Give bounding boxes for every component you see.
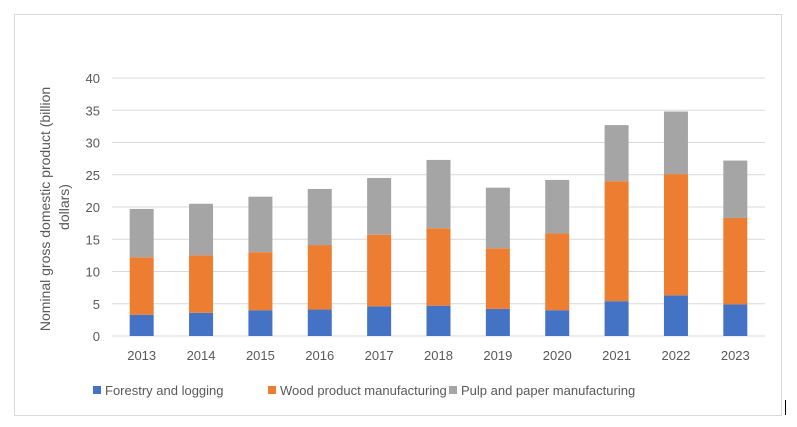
- x-tick-label: 2019: [483, 348, 512, 363]
- bar-wood-product-manufacturing-2013: [129, 257, 154, 315]
- x-tick-label: 2021: [602, 348, 631, 363]
- legend-item: Forestry and logging: [93, 383, 224, 398]
- legend-label: Pulp and paper manufacturing: [461, 383, 635, 398]
- legend: Forestry and logging Wood product manufac…: [93, 383, 635, 398]
- y-tick-label: 40: [86, 71, 100, 86]
- bar-wood-product-manufacturing-2019: [485, 248, 510, 309]
- bar-forestry-and-logging-2014: [189, 312, 214, 336]
- bar-wood-product-manufacturing-2018: [426, 228, 451, 306]
- y-axis-label-line-2: dollars): [56, 184, 72, 230]
- bar-forestry-and-logging-2019: [485, 308, 510, 336]
- y-axis-ticks: 0 5 10 15 20 25 30 35 40: [86, 71, 100, 344]
- bar-wood-product-manufacturing-2015: [248, 252, 273, 311]
- legend-label: Wood product manufacturing: [280, 383, 447, 398]
- y-axis-label: Nominal gross domestic product (billion …: [37, 83, 72, 331]
- bar-pulp-and-paper-manufacturing-2019: [485, 187, 510, 249]
- bar-pulp-and-paper-manufacturing-2017: [367, 177, 392, 235]
- bar-forestry-and-logging-2021: [604, 301, 629, 336]
- x-tick-label: 2013: [127, 348, 156, 363]
- bar-wood-product-manufacturing-2017: [367, 234, 392, 307]
- bar-pulp-and-paper-manufacturing-2021: [604, 125, 629, 182]
- bar-forestry-and-logging-2022: [663, 295, 688, 336]
- bar-forestry-and-logging-2023: [723, 304, 748, 336]
- x-tick-label: 2020: [543, 348, 572, 363]
- y-tick-label: 25: [86, 168, 100, 183]
- legend-swatch: [449, 386, 457, 394]
- chart-frame: [14, 14, 782, 416]
- x-axis-ticks: 2013 2014 2015 2016 2017 2018 2019 2020 2021 2022…: [127, 348, 750, 363]
- bar-forestry-and-logging-2017: [367, 306, 392, 336]
- gridlines: [112, 77, 765, 337]
- x-tick-label: 2016: [305, 348, 334, 363]
- bar-pulp-and-paper-manufacturing-2022: [663, 111, 688, 175]
- y-axis-label-line-1: Nominal gross domestic product (billion: [37, 87, 53, 331]
- y-tick-label: 30: [86, 136, 100, 151]
- x-tick-label: 2014: [187, 348, 216, 363]
- x-tick-label: 2022: [661, 348, 690, 363]
- bar-forestry-and-logging-2016: [307, 309, 332, 336]
- x-tick-label: 2018: [424, 348, 453, 363]
- bar-wood-product-manufacturing-2022: [663, 174, 688, 296]
- legend-swatch: [268, 386, 276, 394]
- bar-pulp-and-paper-manufacturing-2013: [129, 208, 154, 258]
- legend-item: Wood product manufacturing: [268, 383, 447, 398]
- x-tick-label: 2023: [721, 348, 750, 363]
- bar-wood-product-manufacturing-2014: [189, 255, 214, 313]
- legend-label: Forestry and logging: [105, 383, 224, 398]
- bar-forestry-and-logging-2020: [545, 310, 570, 336]
- legend-item: Pulp and paper manufacturing: [449, 383, 635, 398]
- y-tick-label: 5: [93, 297, 100, 312]
- legend-swatch: [93, 386, 101, 394]
- bar-pulp-and-paper-manufacturing-2020: [545, 179, 570, 234]
- bar-wood-product-manufacturing-2016: [307, 245, 332, 310]
- y-tick-label: 20: [86, 200, 100, 215]
- bar-wood-product-manufacturing-2023: [723, 217, 748, 305]
- bar-forestry-and-logging-2013: [129, 314, 154, 336]
- bars: [129, 111, 748, 336]
- bar-pulp-and-paper-manufacturing-2023: [723, 160, 748, 218]
- bar-forestry-and-logging-2018: [426, 305, 451, 336]
- y-tick-label: 10: [86, 265, 100, 280]
- x-tick-label: 2017: [365, 348, 394, 363]
- bar-pulp-and-paper-manufacturing-2016: [307, 188, 332, 246]
- y-tick-label: 15: [86, 232, 100, 247]
- bar-pulp-and-paper-manufacturing-2018: [426, 159, 451, 229]
- bar-forestry-and-logging-2015: [248, 310, 273, 336]
- x-tick-label: 2015: [246, 348, 275, 363]
- y-tick-label: 35: [86, 103, 100, 118]
- bar-wood-product-manufacturing-2020: [545, 233, 570, 311]
- y-tick-label: 0: [93, 329, 100, 344]
- text-cursor: [785, 400, 786, 415]
- bar-pulp-and-paper-manufacturing-2014: [189, 203, 214, 256]
- bar-pulp-and-paper-manufacturing-2015: [248, 196, 273, 253]
- bar-wood-product-manufacturing-2021: [604, 181, 629, 302]
